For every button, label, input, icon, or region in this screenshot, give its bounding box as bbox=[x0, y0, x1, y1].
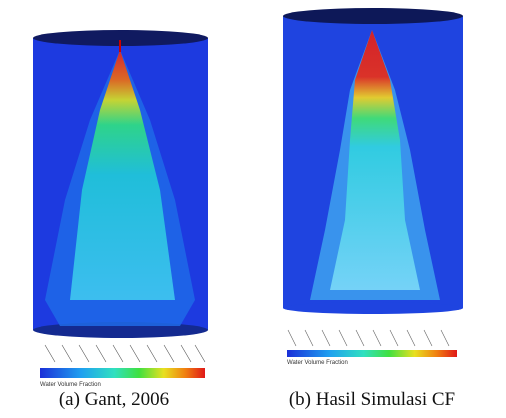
plume bbox=[330, 30, 420, 290]
legend-title: Water Volume Fraction bbox=[40, 382, 101, 388]
caption: (a) Gant, 2006 bbox=[59, 389, 169, 410]
colorbar-ticks bbox=[44, 344, 206, 363]
panel-a: Water Volume Fraction (a) Gant, 2006 bbox=[33, 30, 208, 410]
cylinder-top bbox=[283, 8, 463, 24]
panel-b: Water Volume Fraction (b) Hasil Simulasi… bbox=[283, 8, 463, 410]
cylinder-top bbox=[33, 30, 208, 46]
colorbar bbox=[40, 368, 205, 378]
legend-title: Water Volume Fraction bbox=[287, 360, 348, 366]
caption: (b) Hasil Simulasi CF bbox=[289, 389, 455, 410]
colorbar bbox=[287, 350, 457, 357]
colorbar-ticks bbox=[287, 329, 450, 347]
cylinder-bottom bbox=[283, 302, 463, 314]
plume bbox=[70, 50, 175, 300]
